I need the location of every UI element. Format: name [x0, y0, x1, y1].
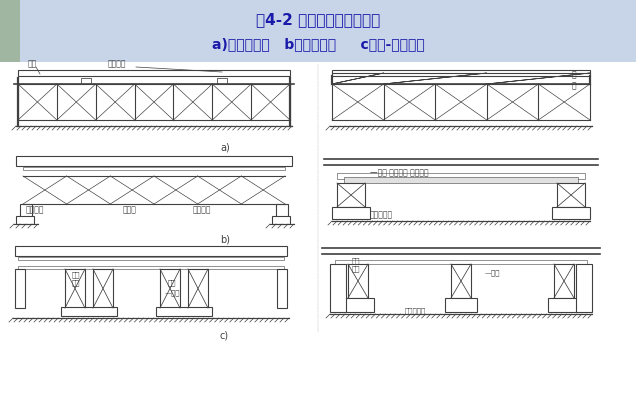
Bar — [277, 269, 287, 308]
Bar — [81, 78, 91, 84]
Bar — [344, 177, 578, 183]
Bar — [160, 269, 180, 308]
Text: 钢桁梁: 钢桁梁 — [123, 205, 137, 214]
Bar — [576, 264, 592, 312]
Bar — [330, 264, 346, 312]
Text: 图4-2 常用支架的构造简图: 图4-2 常用支架的构造简图 — [256, 12, 380, 28]
Bar — [93, 269, 113, 308]
Bar — [18, 257, 284, 260]
Bar — [18, 266, 284, 269]
Bar — [156, 307, 212, 316]
Text: 托架: 托架 — [168, 279, 177, 286]
Text: 卸落设备: 卸落设备 — [193, 205, 212, 214]
Bar — [348, 264, 368, 298]
Bar — [272, 216, 290, 224]
Text: a): a) — [220, 142, 230, 152]
Bar — [16, 216, 34, 224]
Bar — [15, 246, 287, 256]
Bar — [23, 167, 285, 170]
Bar — [554, 264, 574, 298]
Text: c): c) — [220, 330, 229, 340]
Bar — [337, 173, 585, 179]
Bar — [65, 269, 85, 308]
Text: 卸落设备: 卸落设备 — [108, 59, 127, 68]
Bar — [548, 298, 580, 312]
Text: 混凝土基础: 混凝土基础 — [405, 307, 426, 314]
Bar — [451, 264, 471, 298]
Text: —立柱: —立柱 — [485, 269, 501, 276]
Bar — [557, 183, 585, 207]
Text: 排
架: 排 架 — [572, 70, 577, 90]
Bar — [0, 0, 636, 62]
Bar — [61, 307, 117, 316]
Text: 卸落
设备: 卸落 设备 — [352, 258, 361, 272]
Bar — [276, 204, 288, 218]
Bar — [332, 207, 370, 219]
Text: 纵梁: 纵梁 — [28, 59, 38, 68]
Text: —立柱 工字钢梁 卸落设备: —立柱 工字钢梁 卸落设备 — [370, 168, 429, 177]
Bar — [335, 260, 587, 264]
Bar — [445, 298, 477, 312]
Bar — [342, 298, 374, 312]
Text: 混凝土基础: 混凝土基础 — [370, 210, 393, 219]
Bar — [337, 183, 365, 207]
Bar — [20, 204, 32, 218]
Text: 卸落
设备: 卸落 设备 — [72, 272, 81, 286]
Bar — [188, 269, 208, 308]
Bar — [18, 70, 290, 76]
Text: 卸落设备: 卸落设备 — [26, 205, 45, 214]
Bar — [16, 156, 292, 166]
Bar — [217, 78, 227, 84]
Text: —排架: —排架 — [165, 289, 181, 295]
FancyBboxPatch shape — [0, 0, 20, 62]
Text: a)立柱式支架   b）梁式支架     c）梁-柱式支架: a)立柱式支架 b）梁式支架 c）梁-柱式支架 — [212, 37, 424, 51]
Bar — [552, 207, 590, 219]
Bar — [332, 70, 590, 76]
Bar — [15, 269, 25, 308]
Text: b): b) — [220, 234, 230, 244]
